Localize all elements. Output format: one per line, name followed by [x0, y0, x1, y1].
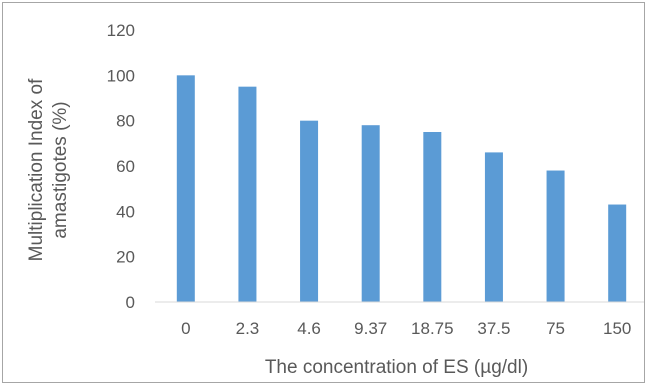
- y-axis-title-line-1: Multiplication Index of: [26, 78, 47, 261]
- chart-frame: [2, 2, 645, 383]
- y-tick-label: 0: [126, 293, 135, 312]
- x-tick-label: 9.37: [354, 319, 387, 338]
- x-tick-label: 37.5: [477, 319, 510, 338]
- y-tick-label: 40: [116, 202, 135, 221]
- x-axis-ticks: 0 2.3 4.6 9.37 18.75 37.5 75 150: [181, 319, 631, 338]
- bars: [176, 75, 627, 303]
- y-tick-label: 20: [116, 248, 135, 267]
- y-tick-label: 80: [116, 112, 135, 131]
- x-tick-label: 150: [603, 319, 631, 338]
- y-tick-label: 120: [107, 21, 135, 40]
- bar-4-6: [300, 120, 319, 303]
- bar-37-5: [484, 152, 503, 302]
- bar-0: [176, 75, 195, 302]
- x-axis-title: The concentration of ES (µg/dl): [265, 357, 528, 378]
- x-tick-label: 4.6: [297, 319, 321, 338]
- bar-18-75: [423, 132, 442, 302]
- bar-150: [608, 204, 627, 302]
- x-tick-label: 75: [546, 319, 565, 338]
- bar-2-3: [238, 86, 257, 303]
- x-tick-label: 0: [181, 319, 190, 338]
- x-tick-label: 18.75: [411, 319, 454, 338]
- y-tick-label: 100: [107, 66, 135, 85]
- y-axis-title-line-2: amastigotes (%): [50, 101, 71, 238]
- y-axis-title: Multiplication Index of amastigotes (%): [26, 78, 71, 261]
- y-axis-ticks: 0 20 40 60 80 100 120: [107, 21, 135, 312]
- x-tick-label: 2.3: [236, 319, 260, 338]
- bar-75: [546, 170, 565, 302]
- bar-9-37: [361, 125, 380, 302]
- y-tick-label: 60: [116, 157, 135, 176]
